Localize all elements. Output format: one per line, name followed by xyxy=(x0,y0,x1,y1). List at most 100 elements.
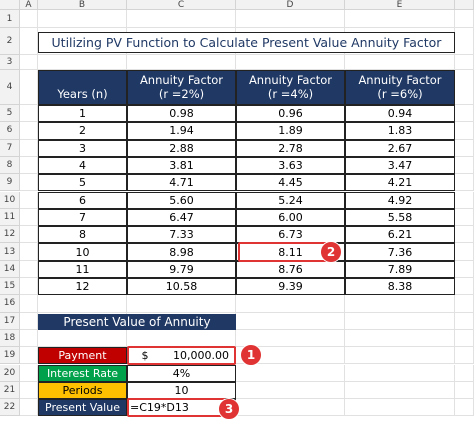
cell xyxy=(20,260,38,278)
table-cell: 5.58 xyxy=(345,208,455,227)
cell xyxy=(236,399,345,417)
cell xyxy=(455,105,474,123)
cell xyxy=(20,364,38,382)
cell xyxy=(20,278,38,296)
table-cell: 9.79 xyxy=(127,260,236,278)
table-header: Annuity Factor (r =2%) xyxy=(127,70,236,105)
table-cell: 7.36 xyxy=(345,243,455,261)
table-cell: 8 xyxy=(38,226,127,244)
cell xyxy=(20,28,38,55)
cell xyxy=(455,174,474,192)
table-cell: 5.60 xyxy=(127,191,236,209)
cell xyxy=(455,381,474,400)
header-line: (r =4%) xyxy=(267,87,314,101)
table-cell: 7.33 xyxy=(127,226,236,244)
table-cell: 1.83 xyxy=(345,122,455,140)
cell xyxy=(20,312,38,330)
table-cell: 7.89 xyxy=(345,260,455,278)
column-header: B xyxy=(38,0,127,10)
cell xyxy=(345,10,455,28)
pv-label: Payment xyxy=(38,347,127,365)
cell xyxy=(236,312,345,330)
cell xyxy=(455,28,474,55)
table-cell: 2 xyxy=(38,122,127,140)
column-header: E xyxy=(345,0,455,10)
cell xyxy=(20,381,38,400)
table-cell: 2.67 xyxy=(345,139,455,157)
cell xyxy=(127,10,236,28)
cell xyxy=(236,347,345,365)
row-header: 1 xyxy=(0,10,20,28)
table-cell: 10.58 xyxy=(127,278,236,296)
cell xyxy=(345,55,455,70)
cell xyxy=(127,55,236,70)
row-header: 14 xyxy=(0,260,20,278)
cell xyxy=(455,122,474,140)
table-cell: 6.00 xyxy=(236,208,345,227)
table-cell: 11 xyxy=(38,260,127,278)
cell xyxy=(20,122,38,140)
cell xyxy=(38,55,127,70)
cell xyxy=(20,156,38,175)
cell xyxy=(345,347,455,365)
cell xyxy=(127,329,236,348)
row-header: 8 xyxy=(0,156,20,175)
row-header: 19 xyxy=(0,347,20,365)
row-header: 22 xyxy=(0,399,20,417)
table-cell: 8.76 xyxy=(236,260,345,278)
cell xyxy=(127,295,236,313)
row-header: 2 xyxy=(0,28,20,55)
table-header: Annuity Factor (r =6%) xyxy=(345,70,455,105)
table-cell: 5.24 xyxy=(236,191,345,209)
badge: 3 xyxy=(218,398,240,421)
header-line: (r =6%) xyxy=(377,87,423,101)
cell xyxy=(455,295,474,313)
table-cell: 7 xyxy=(38,208,127,227)
table-cell: 3.47 xyxy=(345,156,455,175)
table-cell: 4.45 xyxy=(236,174,345,192)
highlight xyxy=(238,242,333,262)
table-cell: 3.81 xyxy=(127,156,236,175)
row-header: 20 xyxy=(0,364,20,382)
pv-value: 10 xyxy=(127,381,236,400)
cell xyxy=(455,191,474,209)
cell xyxy=(455,260,474,278)
cell xyxy=(20,55,38,70)
table-cell: 0.94 xyxy=(345,105,455,123)
table-cell: 4 xyxy=(38,156,127,175)
column-header: D xyxy=(236,0,345,10)
table-cell: 5 xyxy=(38,174,127,192)
cell xyxy=(236,364,345,382)
cell xyxy=(20,10,38,28)
row-header: 12 xyxy=(0,226,20,244)
row-header: 11 xyxy=(0,208,20,227)
badge: 2 xyxy=(320,241,342,264)
table-cell: 6.47 xyxy=(127,208,236,227)
row-header: 21 xyxy=(0,381,20,400)
row-header: 5 xyxy=(0,105,20,123)
cell xyxy=(20,105,38,123)
table-cell: 3 xyxy=(38,139,127,157)
table-cell: 1 xyxy=(38,105,127,123)
table-cell: 2.78 xyxy=(236,139,345,157)
table-cell: 4.71 xyxy=(127,174,236,192)
currency: $ xyxy=(141,349,149,363)
cell xyxy=(236,381,345,400)
row-header: 9 xyxy=(0,174,20,192)
cell xyxy=(236,295,345,313)
table-cell: 4.92 xyxy=(345,191,455,209)
cell xyxy=(20,347,38,365)
row-header: 13 xyxy=(0,243,20,261)
row-header: 6 xyxy=(0,122,20,140)
cell xyxy=(455,226,474,244)
cell xyxy=(345,399,455,417)
cell xyxy=(20,243,38,261)
cell xyxy=(20,70,38,105)
cell xyxy=(455,278,474,296)
table-cell: 6.21 xyxy=(345,226,455,244)
table-cell: 8.98 xyxy=(127,243,236,261)
cell xyxy=(38,329,127,348)
cell xyxy=(20,174,38,192)
table-cell: 8.38 xyxy=(345,278,455,296)
header-line: Years (n) xyxy=(57,87,108,101)
